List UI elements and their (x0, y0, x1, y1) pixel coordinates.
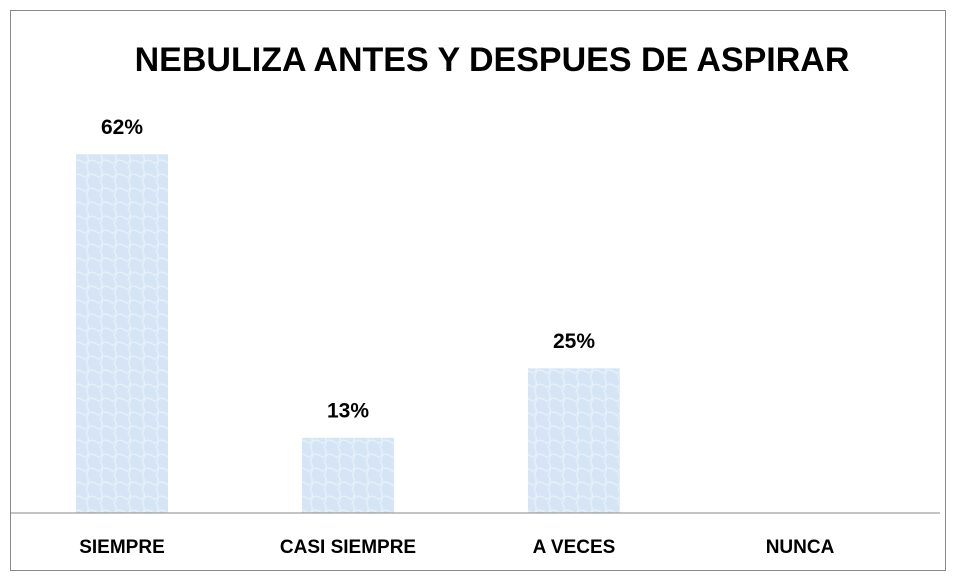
chart-title: NEBULIZA ANTES Y DESPUES DE ASPIRAR (135, 41, 850, 79)
bar (76, 154, 168, 514)
bar (302, 437, 394, 513)
data-label: 13% (327, 399, 369, 422)
bar (528, 368, 620, 513)
data-label: 62% (101, 116, 143, 139)
data-label: 25% (553, 330, 595, 353)
x-tick-label: A VECES (533, 537, 616, 558)
x-tick-label: SIEMPRE (79, 537, 165, 558)
x-tick-label: NUNCA (766, 537, 835, 558)
x-tick-label: CASI SIEMPRE (280, 537, 416, 558)
